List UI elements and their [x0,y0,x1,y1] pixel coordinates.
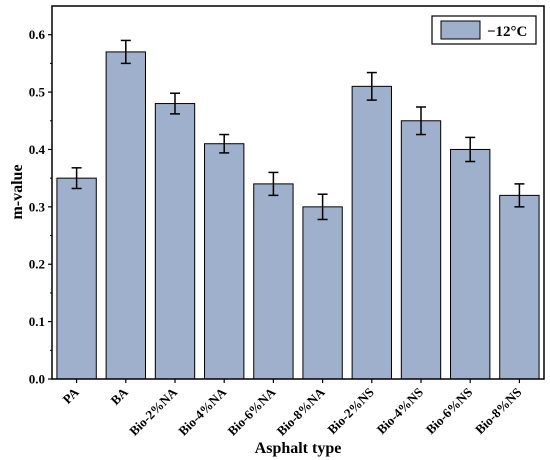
x-tick-label: Bio-8%NA [274,384,328,438]
legend-label: −12°C [487,24,527,40]
x-tick-label: PA [60,384,83,407]
x-tick-label: Bio-8%NS [472,385,524,437]
y-tick-label: 0.0 [29,372,45,387]
y-axis-title: m-value [9,164,26,219]
y-tick-label: 0.2 [29,257,45,272]
bar [56,177,97,380]
x-tick-label: Bio-6%NA [225,384,279,438]
bar [302,206,343,380]
bar [105,51,146,380]
y-tick-label: 0.5 [29,85,46,100]
x-tick-label: Bio-2%NS [324,385,376,437]
x-axis: PA BABio-2%NABio-4%NABio-6%NABio-8%NABio-… [60,379,525,439]
plot-area [56,39,540,380]
bar [450,148,491,380]
plot-frame [51,5,545,380]
bar [400,120,442,380]
x-tick-label: Bio-4%NA [175,384,229,438]
x-tick-label: Bio-6%NS [423,385,475,437]
bar [253,183,294,380]
bar [204,143,245,380]
bar [499,194,540,380]
x-tick-label: BA [108,384,132,408]
y-tick-label: 0.3 [29,199,46,214]
x-tick-label: Bio-4%NS [374,385,426,437]
y-tick-label: 0.1 [29,314,45,329]
y-tick-label: 0.6 [29,27,46,42]
y-axis: 0.0 0.1 0.2 0.3 0.4 0.5 0.6 [29,27,52,387]
bar [154,103,196,380]
legend: −12°C [431,15,537,45]
x-tick-label: Bio-2%NA [126,384,180,438]
x-axis-title: Asphalt type [255,440,342,457]
legend-swatch [440,20,481,40]
y-tick-label: 0.4 [29,142,46,157]
bar [351,85,392,380]
